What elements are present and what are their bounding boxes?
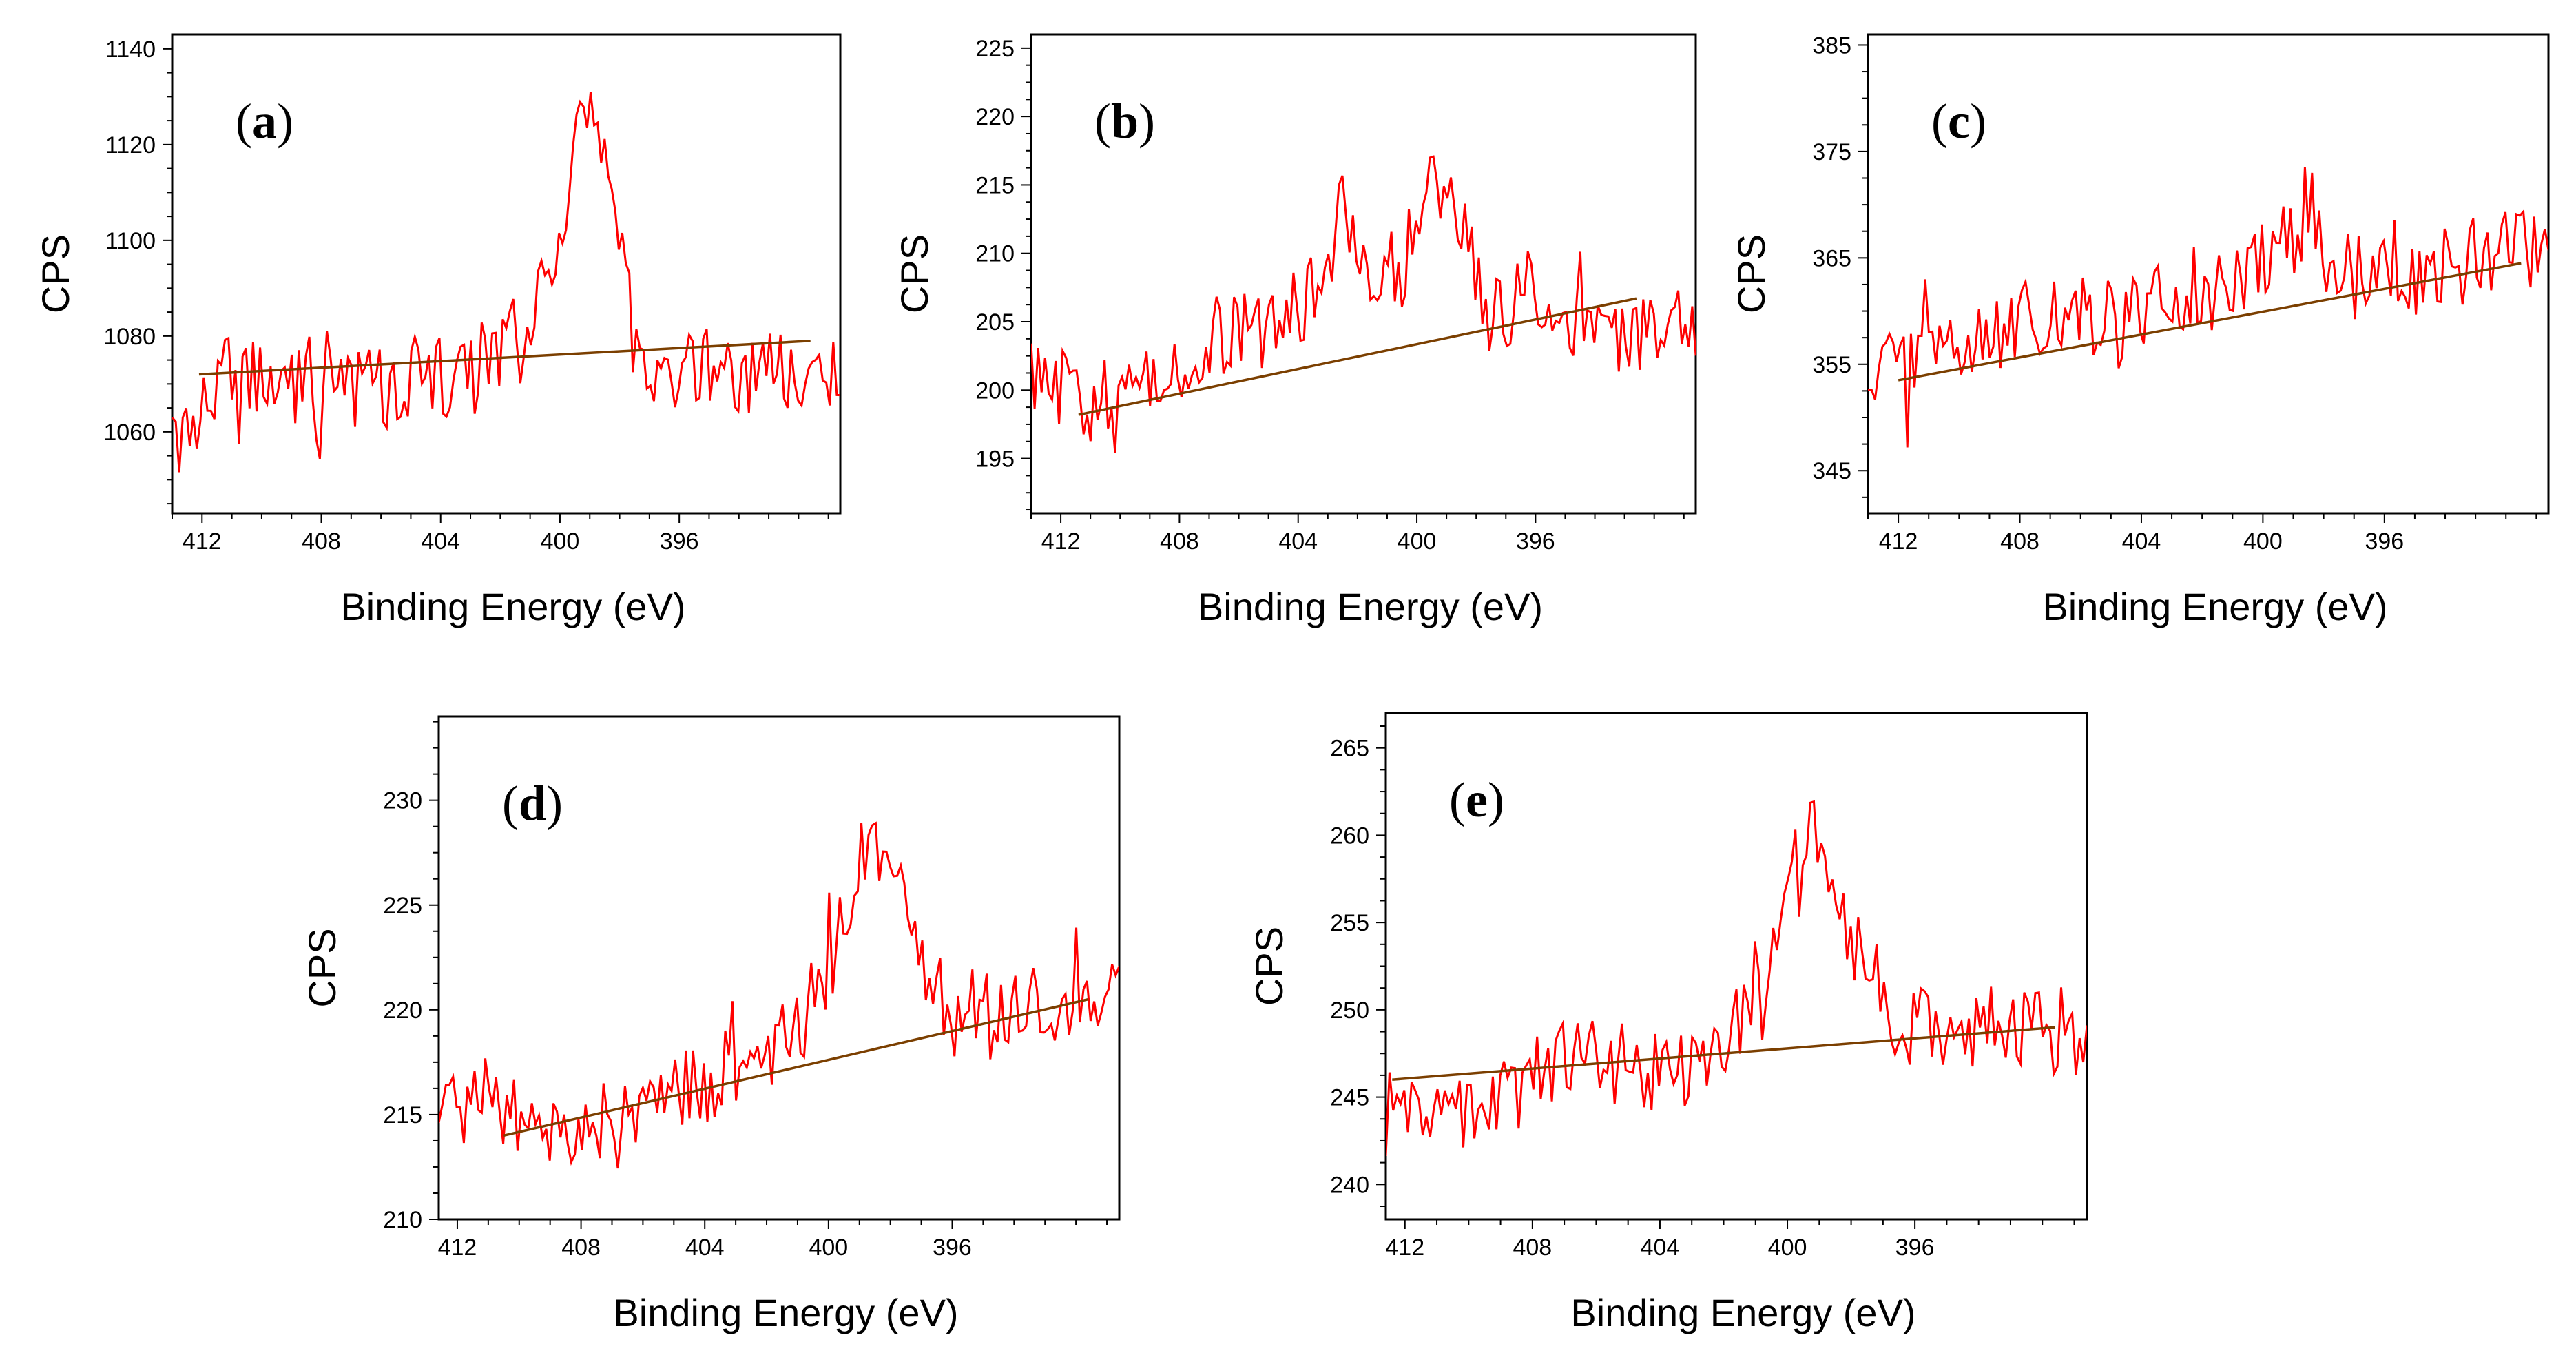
panel-label: (d)	[502, 776, 563, 831]
y-tick-label: 365	[1812, 245, 1851, 271]
x-tick-label: 404	[2122, 528, 2161, 555]
spectrum-line	[1868, 167, 2548, 448]
x-tick-label: 404	[421, 528, 460, 555]
x-tick-label: 400	[541, 528, 580, 555]
x-tick-label: 396	[2365, 528, 2404, 555]
x-axis-title: Binding Energy (eV)	[340, 585, 685, 628]
background-baseline	[198, 340, 811, 376]
y-tick-label: 375	[1812, 139, 1851, 165]
x-tick-label: 408	[302, 528, 341, 555]
y-tick-label: 245	[1330, 1085, 1369, 1111]
y-axis-title: CPS	[1730, 234, 1773, 313]
y-tick-label: 200	[975, 378, 1015, 404]
x-tick-label: 412	[183, 528, 222, 555]
x-tick-label: 408	[2000, 528, 2039, 555]
x-tick-label: 412	[1879, 528, 1918, 555]
y-tick-label: 205	[975, 309, 1015, 335]
x-tick-label: 408	[1160, 528, 1199, 555]
x-tick-label: 400	[1398, 528, 1437, 555]
background-baseline	[1392, 1026, 2055, 1081]
y-tick-label: 385	[1812, 32, 1851, 59]
y-tick-label: 215	[975, 172, 1015, 198]
spectrum-line	[1031, 155, 1696, 453]
y-tick-label: 220	[975, 104, 1015, 130]
y-tick-label: 355	[1812, 352, 1851, 378]
x-tick-label: 396	[933, 1234, 972, 1261]
y-tick-label: 220	[383, 998, 422, 1024]
y-tick-label: 210	[383, 1207, 422, 1233]
panel-label: (a)	[236, 94, 293, 149]
y-tick-label: 215	[383, 1102, 422, 1128]
chart-panel-b: 195 200 205 210 215 220 225 412 408 404 400 396 Bind…	[893, 33, 1697, 628]
y-tick-label: 255	[1330, 910, 1369, 936]
x-axis-title: Binding Energy (eV)	[1570, 1291, 1915, 1334]
panel-label: (b)	[1094, 94, 1155, 149]
y-tick-label: 250	[1330, 998, 1369, 1024]
x-tick-label: 404	[1641, 1234, 1680, 1261]
x-tick-label: 400	[2243, 528, 2283, 555]
background-baseline	[1898, 262, 2522, 382]
panel-label: (e)	[1449, 772, 1504, 827]
x-tick-label: 412	[1041, 528, 1081, 555]
y-tick-label: 1080	[103, 324, 156, 350]
x-tick-label: 396	[1516, 528, 1555, 555]
chart-panel-e: 240 245 250 255 260 265 412 408 404 400 396 Binding…	[1247, 712, 2088, 1334]
x-tick-label: 408	[1513, 1234, 1552, 1261]
x-tick-label: 412	[438, 1234, 477, 1261]
y-tick-label: 1140	[105, 37, 156, 63]
y-tick-label: 1060	[103, 420, 156, 446]
y-tick-label: 1100	[105, 228, 156, 254]
y-axis-title: CPS	[1247, 927, 1291, 1006]
y-axis-title: CPS	[300, 928, 344, 1007]
x-tick-label: 404	[1278, 528, 1318, 555]
y-tick-label: 345	[1812, 458, 1851, 484]
chart-panel-c: 345 355 365 375 385 412 408 404 400 396 Binding En…	[1730, 32, 2550, 628]
y-tick-label: 225	[383, 893, 422, 919]
x-tick-label: 396	[1895, 1234, 1935, 1261]
plot-frame	[1384, 712, 2088, 1221]
x-tick-label: 404	[685, 1234, 725, 1261]
y-tick-label: 260	[1330, 823, 1369, 849]
x-tick-label: 408	[561, 1234, 601, 1261]
y-tick-label: 230	[383, 788, 422, 814]
x-axis-title: Binding Energy (eV)	[613, 1291, 958, 1334]
chart-panel-a: 1060 1080 1100 1120 1140 412 408 404 400 396 Bindi…	[34, 33, 842, 628]
y-axis-title: CPS	[893, 234, 936, 313]
y-tick-label: 240	[1330, 1172, 1369, 1198]
x-tick-label: 396	[660, 528, 699, 555]
x-tick-label: 400	[1768, 1234, 1807, 1261]
panel-label: (c)	[1931, 94, 1986, 149]
x-axis-title: Binding Energy (eV)	[2042, 585, 2387, 628]
background-baseline	[1078, 297, 1637, 416]
y-tick-label: 210	[975, 241, 1015, 267]
plot-frame	[1030, 33, 1697, 515]
y-tick-label: 1120	[105, 132, 156, 158]
plot-frame	[171, 33, 842, 515]
y-tick-label: 225	[975, 36, 1015, 62]
x-tick-label: 400	[809, 1234, 848, 1261]
chart-panel-d: 210 215 220 225 230 412 408 404 400 396 Binding En…	[300, 715, 1121, 1334]
y-axis-title: CPS	[34, 234, 77, 313]
spectrum-line	[439, 821, 1119, 1169]
y-tick-label: 195	[975, 446, 1015, 473]
y-tick-label: 265	[1330, 736, 1369, 762]
x-tick-label: 412	[1385, 1234, 1424, 1261]
background-baseline	[503, 998, 1089, 1137]
x-axis-title: Binding Energy (eV)	[1198, 585, 1543, 628]
